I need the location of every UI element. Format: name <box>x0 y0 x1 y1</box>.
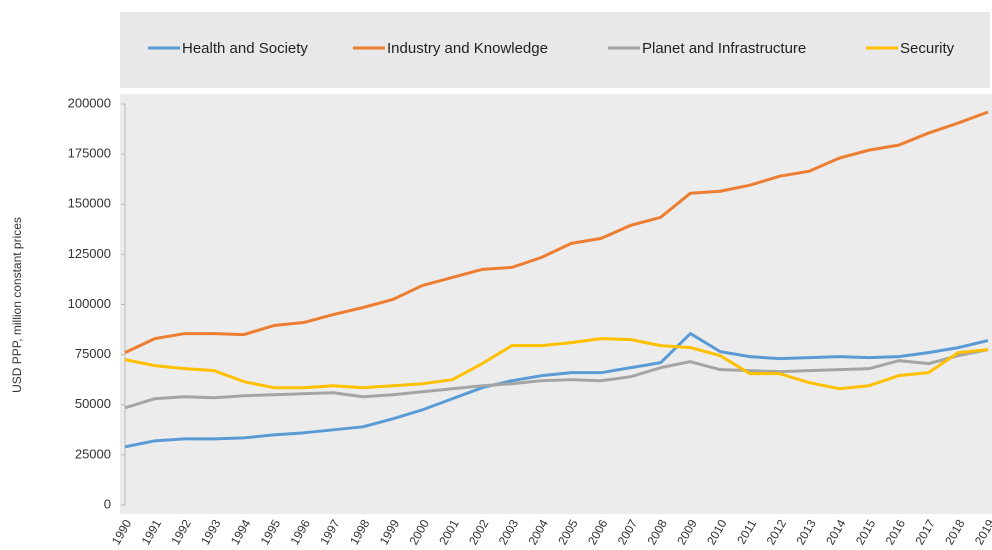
x-tick-label: 2017 <box>912 517 938 547</box>
x-tick-label: 2018 <box>942 517 968 547</box>
x-tick-label: 1999 <box>377 517 403 547</box>
series-line <box>124 348 989 410</box>
y-tick-label: 25000 <box>75 446 111 461</box>
x-tick-label: 2016 <box>883 517 909 547</box>
series-line <box>124 337 989 391</box>
x-tick-label: 2002 <box>466 517 492 547</box>
x-tick-label: 1994 <box>228 517 254 547</box>
y-tick-label: 125000 <box>68 246 111 261</box>
y-tick-label: 75000 <box>75 346 111 361</box>
y-tick-label: 100000 <box>68 296 111 311</box>
x-tick-label: 1991 <box>139 517 165 547</box>
x-tick-label: 2001 <box>436 517 462 547</box>
x-tick-label: 1996 <box>287 517 313 547</box>
x-tick-label: 2007 <box>615 517 641 547</box>
y-tick-label: 150000 <box>68 196 111 211</box>
y-tick-label: 200000 <box>68 95 111 110</box>
series-line <box>124 110 989 354</box>
x-tick-label: 2013 <box>793 517 819 547</box>
legend-label: Security <box>900 40 955 57</box>
x-tick-label: 2000 <box>406 517 432 547</box>
y-tick-label: 175000 <box>68 146 111 161</box>
y-axis-label: USD PPP, million constant prices <box>10 217 24 393</box>
y-tick-label: 0 <box>104 496 111 511</box>
legend-box <box>120 12 990 88</box>
x-tick-label: 1993 <box>198 517 224 547</box>
x-tick-label: 2006 <box>585 517 611 547</box>
x-tick-label: 2003 <box>496 517 522 547</box>
x-tick-label: 2012 <box>764 517 790 547</box>
x-tick-label: 2004 <box>525 517 551 547</box>
legend-label: Planet and Infrastructure <box>642 40 806 57</box>
plot-background <box>120 94 992 514</box>
x-tick-label: 2015 <box>853 517 879 547</box>
x-tick-label: 1997 <box>317 517 343 547</box>
x-tick-label: 1998 <box>347 517 373 547</box>
x-tick-label: 2014 <box>823 517 849 547</box>
x-tick-label: 1992 <box>168 517 194 547</box>
series-line <box>124 332 989 449</box>
x-tick-label: 2019 <box>972 517 992 547</box>
x-tick-label: 2010 <box>704 517 730 547</box>
x-tick-label: 1995 <box>258 517 284 547</box>
x-tick-label: 2008 <box>645 517 671 547</box>
y-tick-label: 50000 <box>75 396 111 411</box>
legend-label: Health and Society <box>182 40 308 57</box>
x-tick-label: 2011 <box>734 517 759 547</box>
x-tick-label: 2005 <box>555 517 581 547</box>
x-tick-label: 1990 <box>109 517 135 547</box>
x-tick-label: 2009 <box>674 517 700 547</box>
legend-label: Industry and Knowledge <box>387 40 548 57</box>
